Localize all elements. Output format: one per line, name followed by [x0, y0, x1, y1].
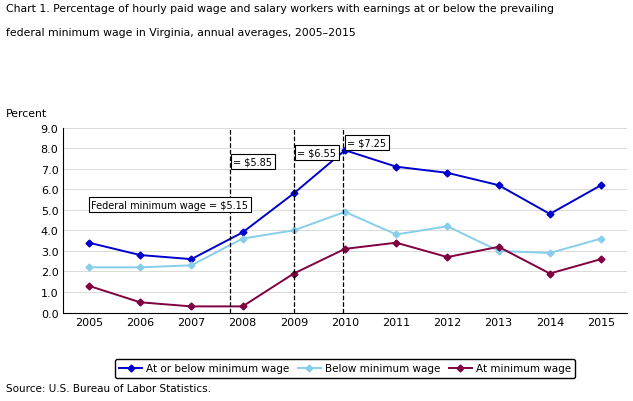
Text: Percent: Percent — [6, 108, 47, 118]
Below minimum wage — [495, 249, 503, 254]
Legend: At or below minimum wage, Below minimum wage, At minimum wage: At or below minimum wage, Below minimum … — [115, 359, 575, 378]
Below minimum wage — [341, 210, 349, 215]
At minimum wage — [495, 245, 503, 249]
Text: = $6.55: = $6.55 — [298, 148, 336, 158]
Below minimum wage — [136, 265, 144, 270]
At or below minimum wage — [444, 171, 451, 176]
Text: Federal minimum wage = $5.15: Federal minimum wage = $5.15 — [92, 200, 249, 210]
At or below minimum wage — [392, 165, 400, 170]
At minimum wage — [187, 304, 195, 309]
Line: Below minimum wage: Below minimum wage — [87, 210, 603, 270]
At minimum wage — [239, 304, 246, 309]
At or below minimum wage — [341, 148, 349, 153]
At or below minimum wage — [239, 231, 246, 235]
Below minimum wage — [187, 263, 195, 268]
Text: Chart 1. Percentage of hourly paid wage and salary workers with earnings at or b: Chart 1. Percentage of hourly paid wage … — [6, 4, 555, 14]
At minimum wage — [546, 271, 554, 276]
At or below minimum wage — [546, 212, 554, 217]
At or below minimum wage — [495, 183, 503, 188]
Text: = $5.85: = $5.85 — [234, 157, 272, 167]
At minimum wage — [444, 255, 451, 260]
At or below minimum wage — [290, 192, 298, 196]
Below minimum wage — [392, 233, 400, 237]
At or below minimum wage — [187, 257, 195, 262]
At or below minimum wage — [136, 253, 144, 258]
Below minimum wage — [85, 265, 92, 270]
Text: = $7.25: = $7.25 — [347, 139, 386, 148]
At minimum wage — [341, 247, 349, 252]
Text: federal minimum wage in Virginia, annual averages, 2005–2015: federal minimum wage in Virginia, annual… — [6, 28, 356, 38]
Below minimum wage — [444, 224, 451, 229]
At minimum wage — [598, 257, 605, 262]
At minimum wage — [392, 241, 400, 245]
Below minimum wage — [290, 229, 298, 233]
At minimum wage — [290, 271, 298, 276]
Line: At or below minimum wage: At or below minimum wage — [87, 148, 603, 262]
At minimum wage — [136, 300, 144, 305]
Below minimum wage — [239, 237, 246, 241]
At or below minimum wage — [598, 183, 605, 188]
At minimum wage — [85, 284, 92, 289]
At or below minimum wage — [85, 241, 92, 245]
Below minimum wage — [546, 251, 554, 256]
Text: Source: U.S. Bureau of Labor Statistics.: Source: U.S. Bureau of Labor Statistics. — [6, 383, 211, 393]
Line: At minimum wage: At minimum wage — [87, 241, 603, 309]
Below minimum wage — [598, 237, 605, 241]
